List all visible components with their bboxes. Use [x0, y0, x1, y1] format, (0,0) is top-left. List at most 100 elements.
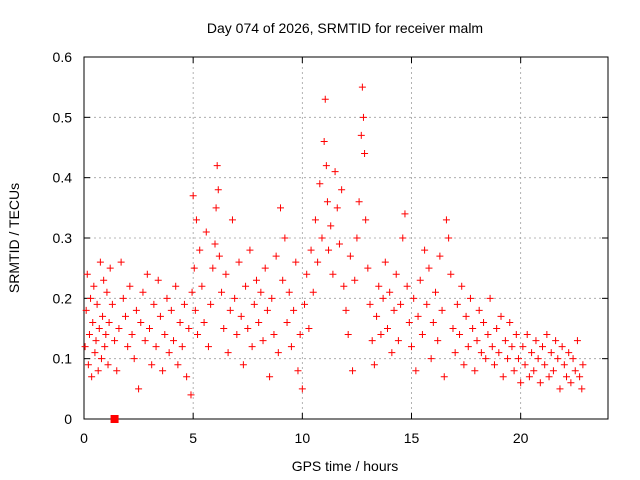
data-point [150, 300, 158, 308]
data-point [174, 361, 182, 369]
data-point [473, 337, 481, 345]
data-point [93, 300, 101, 308]
y-axis: 0 0.1 0.2 0.3 0.4 0.5 0.6 [53, 49, 608, 427]
data-point [480, 318, 488, 326]
data-point [103, 288, 111, 296]
data-point [456, 331, 464, 339]
data-point [458, 282, 466, 290]
data-point [126, 282, 134, 290]
data-point [460, 361, 468, 369]
data-point [394, 337, 402, 345]
data-point [379, 294, 387, 302]
data-point [194, 331, 202, 339]
data-point [314, 258, 322, 266]
data-point [200, 318, 208, 326]
data-point [85, 331, 93, 339]
data-point [137, 318, 145, 326]
data-point [81, 343, 89, 351]
data-point [83, 270, 91, 278]
data-point [528, 349, 536, 357]
data-point [425, 264, 433, 272]
data-point [545, 373, 553, 381]
data-point [536, 379, 544, 387]
data-point [287, 343, 295, 351]
data-point [421, 246, 429, 254]
data-point [499, 373, 507, 381]
data-point [381, 258, 389, 266]
data-point [532, 337, 540, 345]
data-point [274, 349, 282, 357]
data-point [257, 288, 265, 296]
data-point [521, 361, 529, 369]
data-point [388, 349, 396, 357]
data-point [146, 325, 153, 332]
data-point [353, 234, 361, 242]
data-point [172, 282, 180, 290]
data-point [202, 228, 210, 236]
data-point [154, 276, 162, 284]
data-point [383, 325, 391, 332]
data-point [272, 252, 280, 260]
y-tick-label: 0.1 [53, 351, 73, 367]
data-point [488, 343, 496, 351]
data-point [255, 318, 263, 326]
data-point [170, 337, 178, 345]
data-point [359, 113, 367, 121]
data-point [578, 385, 586, 393]
data-point [349, 367, 357, 375]
data-point [565, 349, 573, 357]
data-point [248, 343, 256, 351]
data-point [412, 367, 420, 375]
data-point [549, 367, 557, 375]
data-point [403, 282, 411, 290]
data-point [113, 367, 121, 375]
data-point [106, 264, 114, 272]
data-point [239, 361, 247, 369]
data-point [97, 355, 105, 363]
data-point [156, 312, 164, 320]
data-point [207, 300, 215, 308]
data-point [432, 288, 440, 296]
data-point [167, 306, 175, 314]
data-point [418, 331, 426, 339]
data-point [196, 246, 204, 254]
data-point [358, 83, 366, 91]
data-point [510, 367, 518, 375]
data-point [364, 264, 372, 272]
data-point [322, 162, 330, 170]
data-point [368, 337, 376, 345]
data-point [530, 367, 538, 375]
data-point [117, 258, 125, 266]
data-point [560, 361, 568, 369]
data-point [305, 325, 313, 332]
data-point [320, 137, 328, 145]
y-tick-label: 0.5 [53, 109, 73, 125]
data-point [128, 331, 136, 339]
data-point [477, 349, 485, 357]
data-point [552, 337, 560, 345]
data-point [185, 325, 193, 332]
data-point [386, 288, 394, 296]
data-point [469, 325, 477, 332]
data-point [327, 222, 335, 230]
data-point [351, 276, 359, 284]
data-point [338, 186, 346, 194]
data-point [361, 150, 369, 158]
data-point [316, 180, 324, 188]
data-point [375, 282, 383, 290]
data-point [517, 379, 525, 387]
data-point [416, 276, 424, 284]
data-point [390, 306, 398, 314]
data-point [539, 343, 546, 351]
data-point [90, 282, 98, 290]
data-point [296, 331, 304, 339]
data-point [453, 300, 461, 308]
data-point [285, 288, 293, 296]
data-point [159, 367, 167, 375]
x-tick-label: 10 [295, 430, 311, 446]
data-point [209, 264, 217, 272]
data-point [183, 373, 191, 381]
x-axis: 0 5 10 15 20 [80, 57, 529, 446]
data-point [283, 318, 291, 326]
data-point [139, 288, 147, 296]
